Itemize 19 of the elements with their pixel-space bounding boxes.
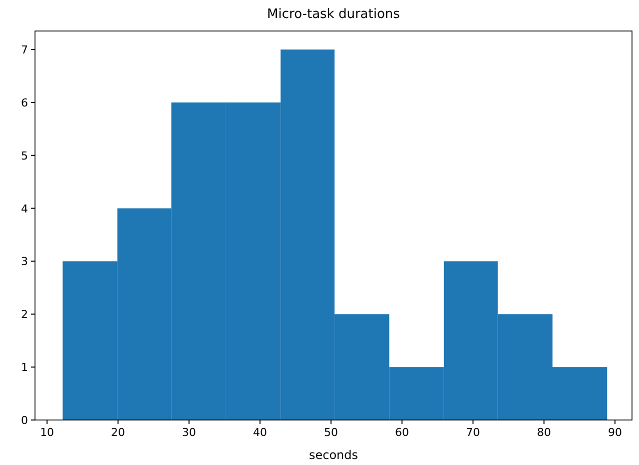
x-tick-label: 30 — [182, 426, 196, 439]
y-tick-label: 7 — [21, 44, 28, 57]
x-tick-label: 80 — [536, 426, 551, 439]
x-tick-label: 40 — [253, 426, 268, 439]
x-tick-label: 60 — [395, 426, 409, 439]
y-tick-label: 6 — [21, 96, 28, 110]
x-tick-label: 10 — [40, 426, 54, 439]
x-tick-label: 50 — [324, 426, 338, 439]
y-tick-label: 4 — [21, 202, 28, 216]
x-tick-label: 20 — [111, 426, 126, 439]
chart-title: Micro-task durations — [267, 7, 400, 22]
y-tick-label: 3 — [21, 255, 28, 268]
y-tick-label: 0 — [21, 414, 28, 427]
x-tick-label: 90 — [608, 426, 622, 439]
x-axis-title: seconds — [308, 448, 358, 462]
y-tick-label: 2 — [21, 308, 28, 322]
y-tick-label: 5 — [21, 149, 28, 162]
y-tick-label: 1 — [21, 361, 28, 374]
x-tick-label: 70 — [466, 426, 480, 439]
